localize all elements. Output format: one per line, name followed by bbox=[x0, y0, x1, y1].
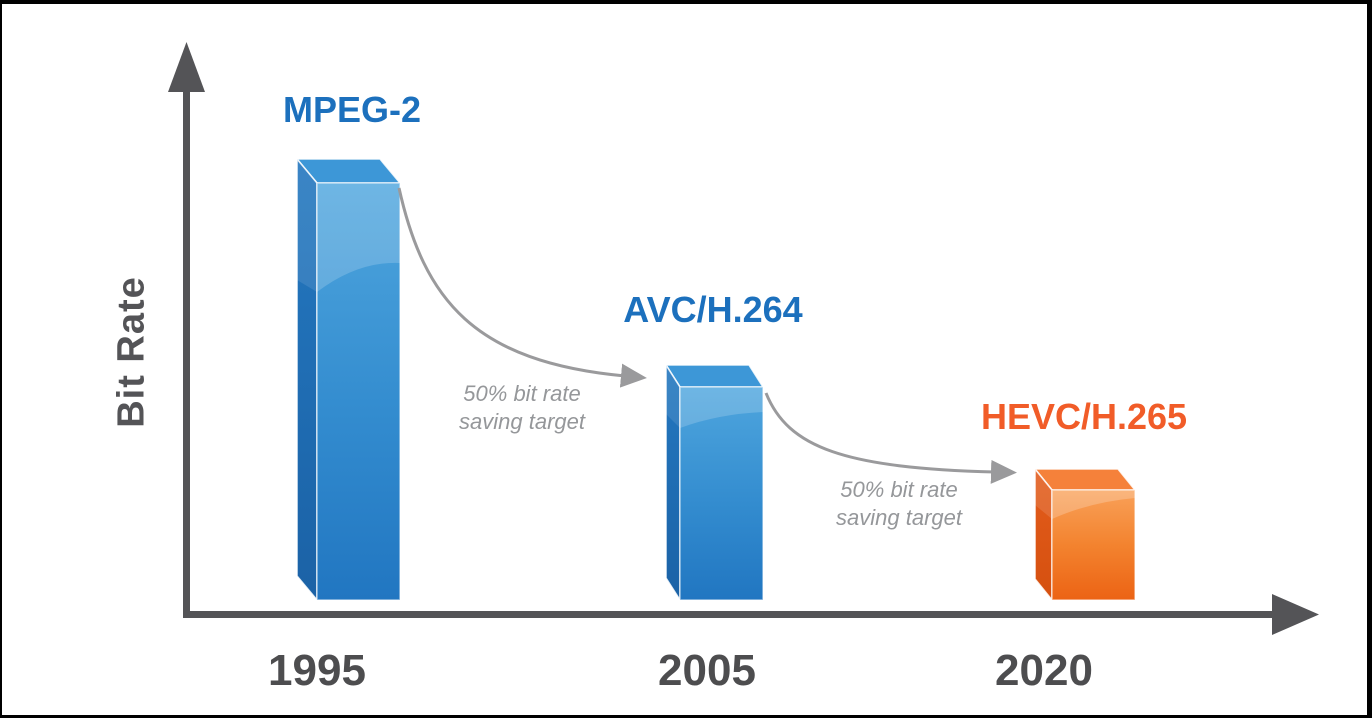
saving-arrow-2 bbox=[764, 392, 1017, 484]
x-tick-2020: 2020 bbox=[995, 646, 1093, 695]
annotation-line: saving target bbox=[836, 505, 962, 530]
bar-hevc-h265 bbox=[1033, 466, 1137, 603]
bar-mpeg2 bbox=[295, 156, 402, 603]
x-tick-1995: 1995 bbox=[268, 646, 366, 695]
annotation-saving-target-1: 50% bit rate saving target bbox=[459, 380, 585, 436]
y-axis-arrowhead-icon bbox=[168, 42, 205, 92]
x-axis bbox=[183, 594, 1319, 635]
annotation-line: saving target bbox=[459, 409, 585, 434]
x-axis-arrowhead-icon bbox=[1272, 594, 1319, 635]
bar-label-hevc-h265: HEVC/H.265 bbox=[980, 396, 1188, 437]
saving-arrow-1 bbox=[397, 187, 647, 388]
annotation-line: 50% bit rate bbox=[840, 477, 958, 502]
bar-label-avc-h264: AVC/H.264 bbox=[623, 289, 803, 330]
bar-label-mpeg2: MPEG-2 bbox=[282, 89, 422, 130]
annotation-saving-target-2: 50% bit rate saving target bbox=[836, 476, 962, 532]
annotation-line: 50% bit rate bbox=[463, 381, 581, 406]
bar-avc-h264 bbox=[664, 362, 765, 603]
y-axis-label: Bit Rate bbox=[110, 276, 153, 428]
y-axis bbox=[168, 42, 205, 617]
x-tick-2005: 2005 bbox=[658, 646, 756, 695]
